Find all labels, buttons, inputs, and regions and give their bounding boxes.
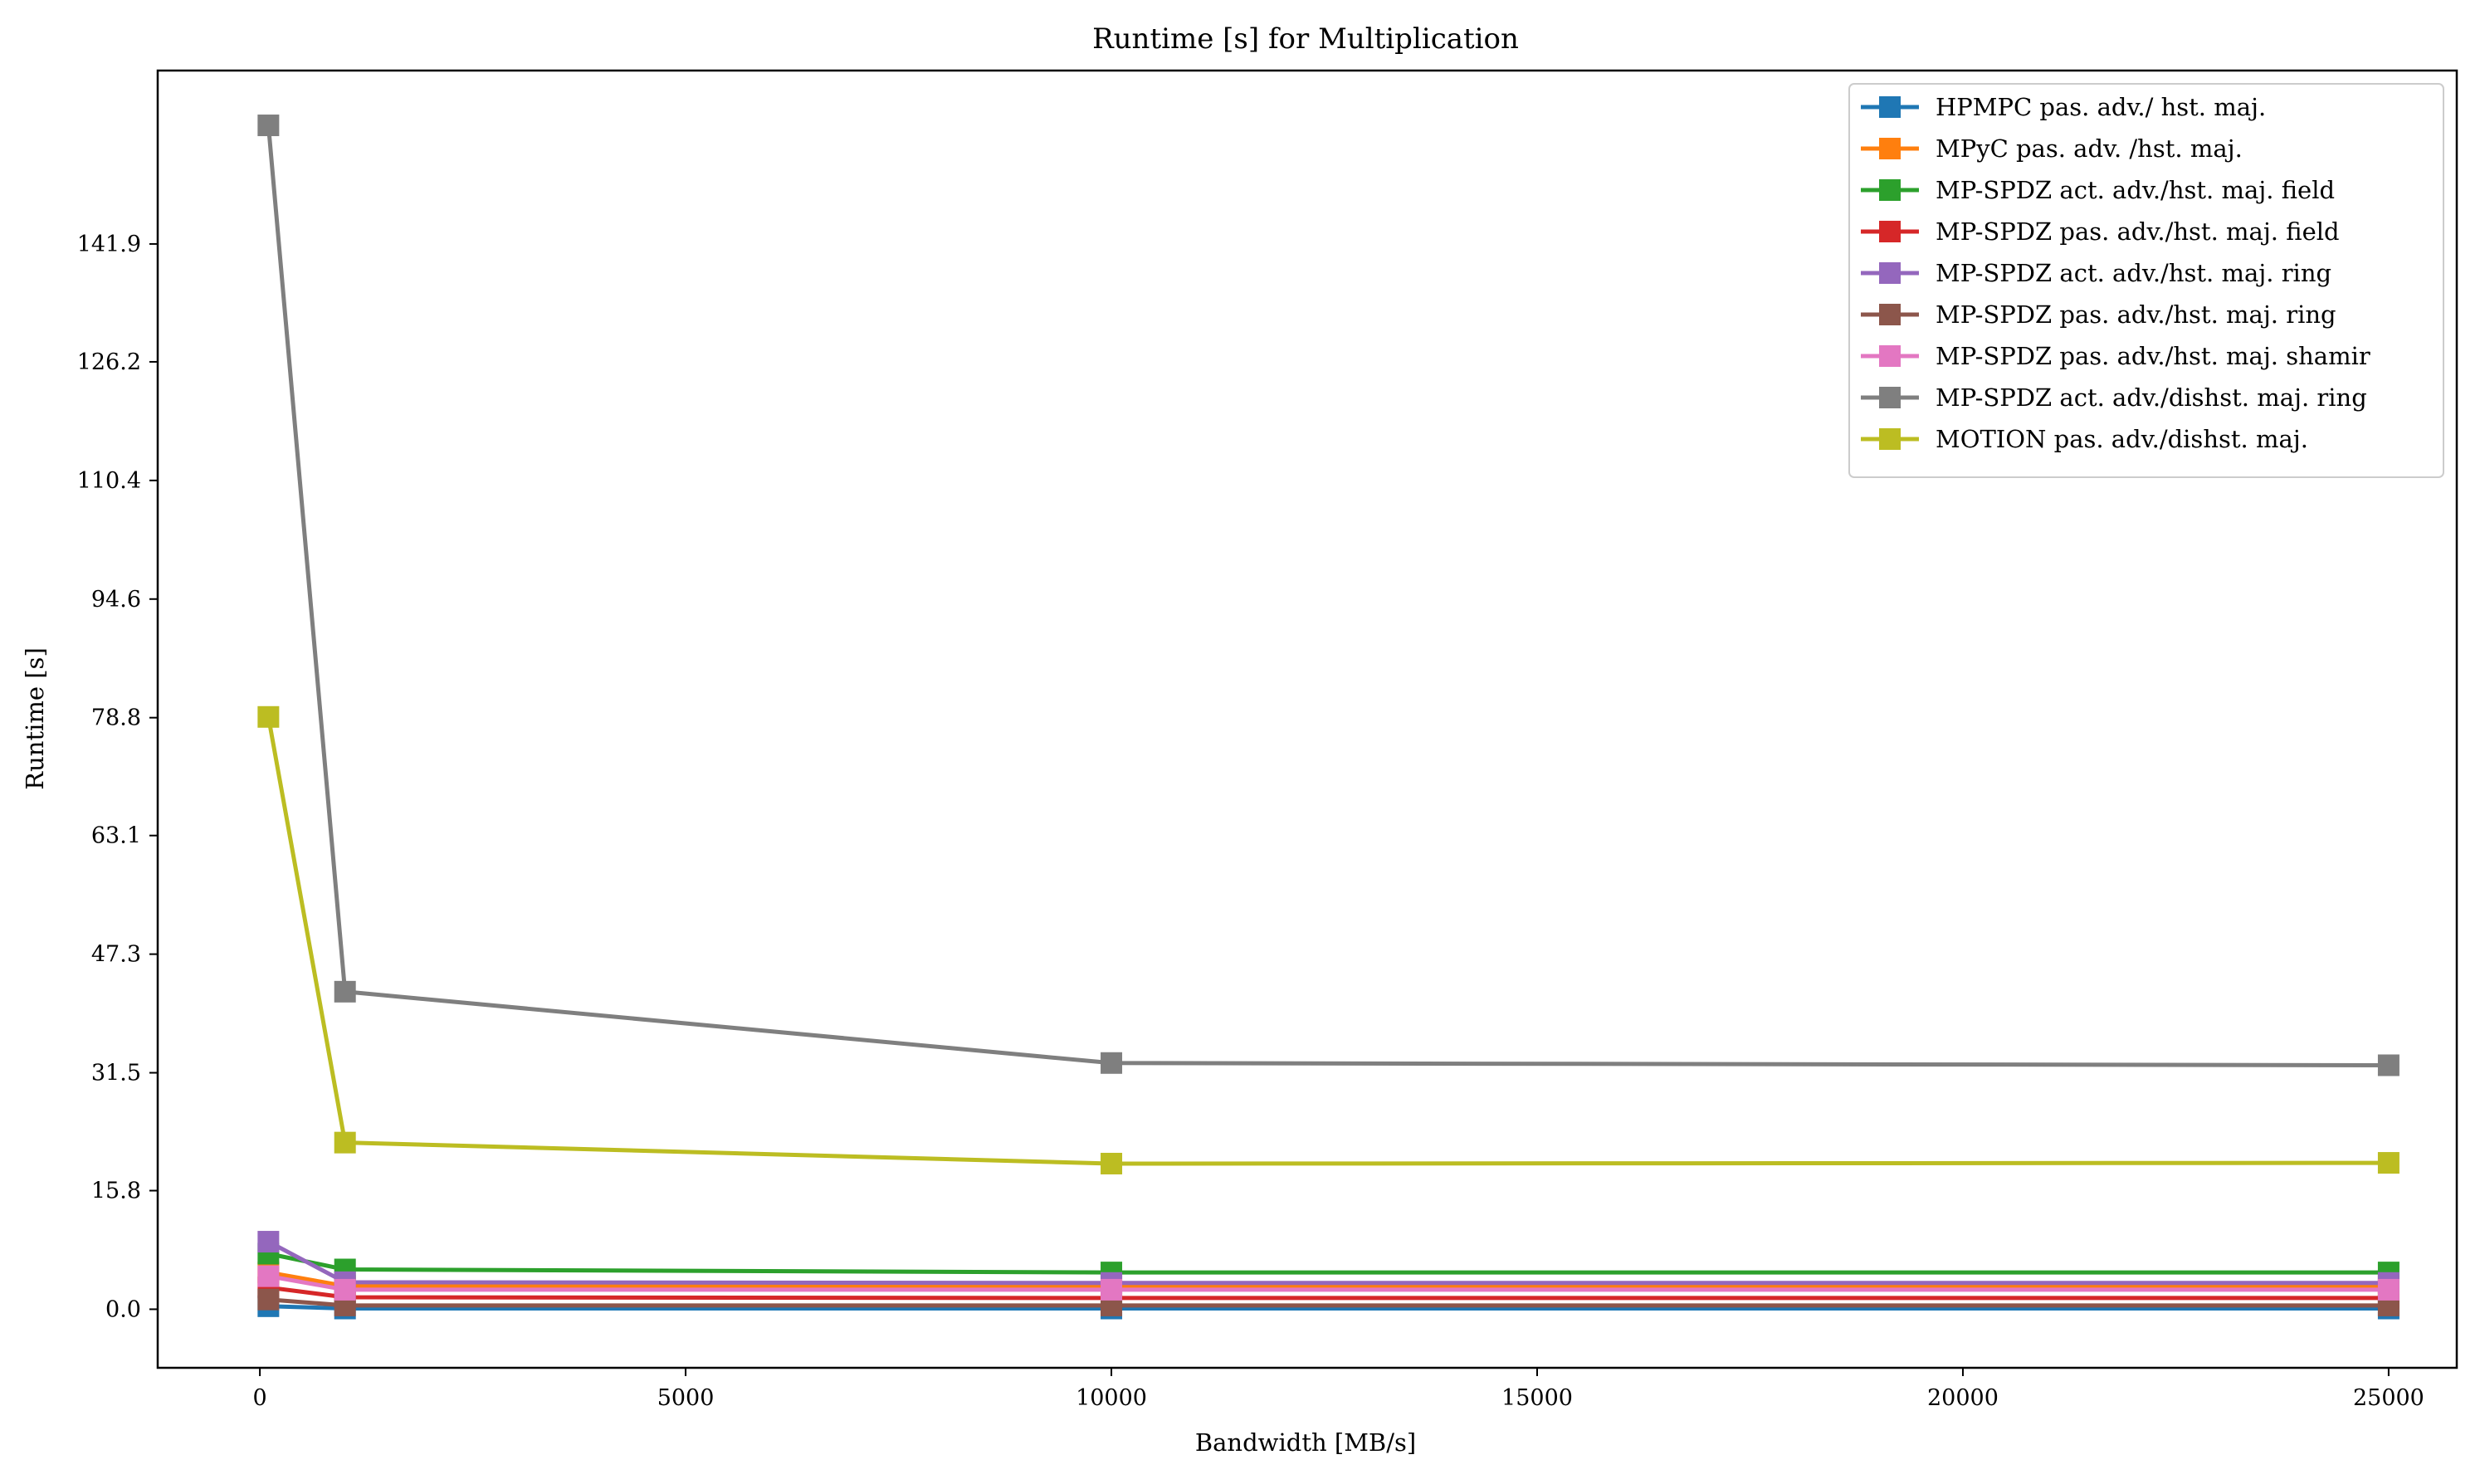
legend-swatch-marker — [1879, 304, 1901, 325]
y-tick-label: 15.8 — [91, 1179, 141, 1204]
y-tick-label: 110.4 — [77, 468, 141, 494]
x-tick-label: 0 — [253, 1385, 267, 1411]
legend-item: MP-SPDZ pas. adv./hst. maj. ring — [1861, 300, 2336, 329]
series-line — [267, 1274, 2389, 1292]
legend: HPMPC pas. adv./ hst. maj. MPyC pas. adv.… — [1848, 83, 2444, 478]
data-point — [1101, 1052, 1123, 1074]
y-tick-label: 94.6 — [91, 587, 141, 613]
plot-area — [257, 115, 2399, 1320]
legend-item: MOTION pas. adv./dishst. maj. — [1861, 425, 2308, 453]
y-tick-label: 78.8 — [91, 705, 141, 731]
data-point — [257, 705, 280, 728]
series-7 — [257, 1265, 2399, 1301]
chart-title: Runtime [s] for Multiplication — [1092, 22, 1519, 56]
data-point — [2377, 1152, 2399, 1174]
y-tick-label: 141.9 — [77, 232, 141, 257]
legend-swatch-marker — [1879, 179, 1901, 201]
data-point — [257, 1265, 280, 1287]
legend-label: MP-SPDZ pas. adv./hst. maj. ring — [1936, 300, 2336, 329]
legend-label: MP-SPDZ act. adv./dishst. maj. ring — [1936, 383, 2367, 412]
legend-label: MOTION pas. adv./dishst. maj. — [1936, 425, 2308, 453]
legend-item: MP-SPDZ act. adv./dishst. maj. ring — [1861, 383, 2367, 412]
series-9 — [257, 705, 2399, 1174]
y-tick-label: 31.5 — [91, 1061, 141, 1086]
legend-swatch-marker — [1879, 221, 1901, 242]
legend-item: MPyC pas. adv. /hst. maj. — [1861, 134, 2243, 163]
x-tick-label: 15000 — [1501, 1385, 1573, 1411]
series-line — [267, 1239, 2389, 1286]
data-point — [334, 980, 356, 1003]
legend-swatch-marker — [1879, 428, 1901, 450]
legend-label: MPyC pas. adv. /hst. maj. — [1936, 134, 2243, 163]
data-point — [1101, 1278, 1123, 1301]
y-axis-label: Runtime [s] — [21, 647, 49, 790]
legend-swatch-marker — [1879, 96, 1901, 118]
data-point — [2377, 1054, 2399, 1076]
data-point — [1101, 1152, 1123, 1174]
legend-swatch-marker — [1879, 345, 1901, 367]
legend-swatch-marker — [1879, 262, 1901, 284]
x-tick-label: 20000 — [1927, 1385, 1999, 1411]
y-tick-label: 47.3 — [91, 942, 141, 968]
legend-label: MP-SPDZ act. adv./hst. maj. field — [1936, 176, 2335, 204]
legend-item: HPMPC pas. adv./ hst. maj. — [1861, 93, 2266, 121]
x-tick-label: 5000 — [657, 1385, 715, 1411]
legend-swatch-marker — [1879, 387, 1901, 408]
y-axis: 0.0 15.8 31.5 47.3 63.1 78.8 94.6 110.4 126.2 141… — [77, 232, 158, 1322]
y-tick-label: 126.2 — [77, 349, 141, 375]
x-tick-label: 25000 — [2353, 1385, 2424, 1411]
legend-label: MP-SPDZ act. adv./hst. maj. ring — [1936, 259, 2331, 287]
legend-swatch-marker — [1879, 138, 1901, 159]
series-line — [268, 1304, 2389, 1311]
legend-label: MP-SPDZ pas. adv./hst. maj. shamir — [1936, 342, 2370, 370]
data-point — [257, 115, 280, 137]
legend-item: MP-SPDZ act. adv./hst. maj. ring — [1861, 259, 2331, 287]
data-point — [257, 1288, 280, 1311]
x-axis: 0 5000 10000 15000 20000 25000 — [253, 1368, 2424, 1411]
legend-item: MP-SPDZ act. adv./hst. maj. field — [1861, 176, 2335, 204]
x-axis-label: Bandwidth [MB/s] — [1195, 1428, 1416, 1457]
series-line — [266, 716, 2389, 1166]
x-tick-label: 10000 — [1076, 1385, 1147, 1411]
series-line — [268, 1285, 2389, 1301]
legend-item: MP-SPDZ pas. adv./hst. maj. field — [1861, 217, 2340, 246]
y-tick-label: 0.0 — [105, 1296, 141, 1322]
y-tick-label: 63.1 — [91, 823, 141, 849]
data-point — [2377, 1278, 2399, 1301]
plot-frame — [156, 69, 2458, 1369]
series-line — [268, 1297, 2389, 1308]
series-8 — [257, 115, 2399, 1076]
legend-box — [1848, 83, 2444, 478]
data-point — [257, 1231, 280, 1253]
data-point — [334, 1278, 356, 1301]
data-point — [334, 1131, 356, 1154]
legend-label: MP-SPDZ pas. adv./hst. maj. field — [1936, 217, 2340, 246]
legend-item: MP-SPDZ pas. adv./hst. maj. shamir — [1861, 342, 2370, 370]
series-line — [266, 124, 2389, 1067]
series-line — [267, 1270, 2389, 1288]
legend-label: HPMPC pas. adv./ hst. maj. — [1936, 93, 2266, 121]
